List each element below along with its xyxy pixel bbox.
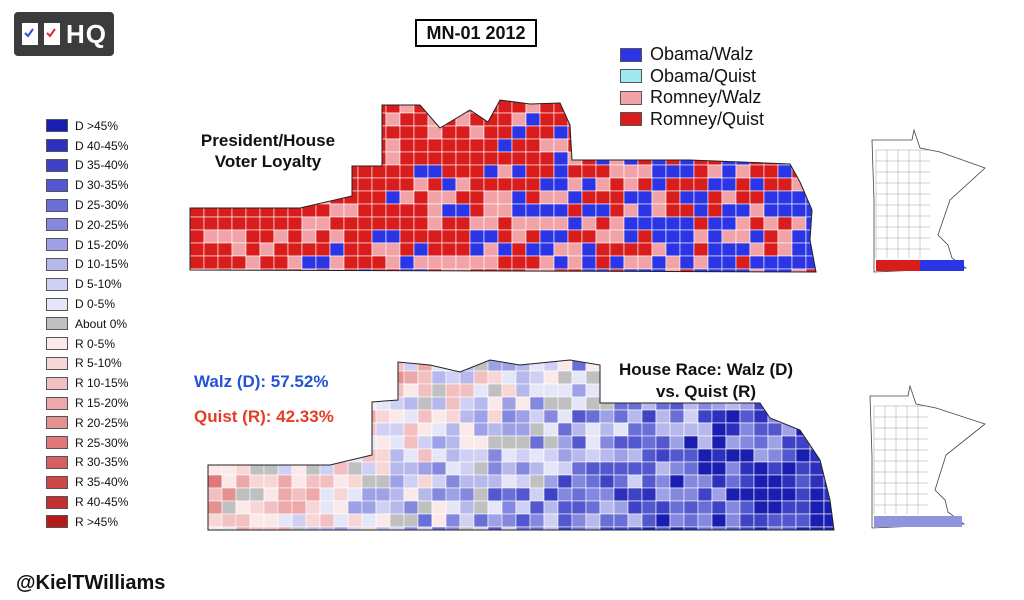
legend-item-obama-walz: Obama/Walz <box>620 44 764 66</box>
scale-item: D 30-35% <box>46 175 128 195</box>
top-district-map <box>190 100 816 272</box>
scale-label: R 25-30% <box>75 435 129 450</box>
scale-item: D 15-20% <box>46 235 128 255</box>
legend-label: Obama/Walz <box>650 44 754 65</box>
scale-label: D 25-30% <box>75 198 129 213</box>
margin-scale-legend: D >45% D 40-45% D 35-40% D 30-35% D 25-3… <box>46 116 128 532</box>
scale-label: D 40-45% <box>75 138 129 153</box>
scale-swatch <box>46 158 68 172</box>
legend-label: Obama/Quist <box>650 65 757 86</box>
scale-swatch <box>46 297 68 311</box>
ddhq-logo: HQ <box>14 12 114 56</box>
scale-label: R 30-35% <box>75 455 129 470</box>
scale-label: R 0-5% <box>75 336 116 351</box>
scale-label: R 40-45% <box>75 495 129 510</box>
scale-item: R 25-30% <box>46 433 128 453</box>
scale-item: R 35-40% <box>46 472 128 492</box>
logo-text: HQ <box>66 18 107 49</box>
scale-item: R >45% <box>46 512 128 532</box>
legend-swatch <box>620 47 642 62</box>
scale-label: R 35-40% <box>75 475 129 490</box>
scale-swatch <box>46 475 68 489</box>
scale-item: R 30-35% <box>46 453 128 473</box>
legend-item-obama-quist: Obama/Quist <box>620 66 764 88</box>
minnesota-locator-bottom <box>869 384 986 529</box>
scale-swatch <box>46 455 68 469</box>
scale-label: R 5-10% <box>75 356 122 371</box>
logo-check-box-red <box>44 23 60 45</box>
logo-check-box-blue <box>22 23 38 45</box>
scale-swatch <box>46 416 68 430</box>
scale-item: R 10-15% <box>46 373 128 393</box>
map1-title-line2: Voter Loyalty <box>214 152 322 171</box>
map1-title: President/House Voter Loyalty <box>188 130 348 172</box>
quist-result: Quist (R): 42.33% <box>194 407 334 426</box>
scale-label: R 20-25% <box>75 415 129 430</box>
scale-label: R 15-20% <box>75 396 129 411</box>
minnesota-locator-top <box>871 128 986 273</box>
scale-item: D 0-5% <box>46 294 128 314</box>
map2-title-line2: vs. Quist (R) <box>655 382 757 401</box>
scale-item: D 20-25% <box>46 215 128 235</box>
chart-title: MN-01 2012 <box>415 19 537 47</box>
scale-label: D 20-25% <box>75 217 129 232</box>
scale-swatch <box>46 257 68 271</box>
legend-label: Romney/Walz <box>650 87 762 108</box>
scale-item: R 5-10% <box>46 354 128 374</box>
legend-swatch <box>620 112 642 127</box>
legend-swatch <box>620 90 642 105</box>
scale-item: R 40-45% <box>46 492 128 512</box>
scale-swatch <box>46 376 68 390</box>
scale-swatch <box>46 198 68 212</box>
scale-item: D 5-10% <box>46 274 128 294</box>
scale-label: D 35-40% <box>75 158 129 173</box>
scale-label: D 30-35% <box>75 178 129 193</box>
scale-item: D 40-45% <box>46 136 128 156</box>
scale-label: R 10-15% <box>75 376 129 391</box>
scale-swatch <box>46 218 68 232</box>
legend-label: Romney/Quist <box>650 108 765 129</box>
scale-item: About 0% <box>46 314 128 334</box>
scale-item: R 20-25% <box>46 413 128 433</box>
author-credit: @KielTWilliams <box>16 572 166 594</box>
scale-swatch <box>46 178 68 192</box>
scale-label: R >45% <box>75 514 119 529</box>
scale-item: D 35-40% <box>46 156 128 176</box>
scale-swatch <box>46 119 68 133</box>
scale-label: D 10-15% <box>75 257 129 272</box>
scale-item: D 25-30% <box>46 195 128 215</box>
scale-swatch <box>46 436 68 450</box>
loyalty-legend: Obama/Walz Obama/Quist Romney/Walz Romne… <box>620 44 764 130</box>
scale-label: D 5-10% <box>75 277 122 292</box>
map1-title-line1: President/House <box>200 131 336 150</box>
top-district-outline <box>189 99 817 273</box>
legend-item-romney-walz: Romney/Walz <box>620 87 764 109</box>
scale-swatch <box>46 139 68 153</box>
scale-swatch <box>46 317 68 331</box>
scale-swatch <box>46 495 68 509</box>
map2-title: House Race: Walz (D) vs. Quist (R) <box>606 359 806 403</box>
scale-item: R 15-20% <box>46 393 128 413</box>
scale-label: D >45% <box>75 118 119 133</box>
scale-label: About 0% <box>75 316 128 331</box>
legend-item-romney-quist: Romney/Quist <box>620 109 764 131</box>
scale-swatch <box>46 337 68 351</box>
scale-item: D 10-15% <box>46 255 128 275</box>
walz-result: Walz (D): 57.52% <box>194 372 329 391</box>
legend-swatch <box>620 69 642 84</box>
scale-swatch <box>46 277 68 291</box>
bottom-district-outline <box>207 359 835 531</box>
scale-swatch <box>46 396 68 410</box>
scale-swatch <box>46 356 68 370</box>
map2-title-line1: House Race: Walz (D) <box>618 360 794 379</box>
scale-label: D 0-5% <box>75 297 116 312</box>
scale-item: D >45% <box>46 116 128 136</box>
scale-label: D 15-20% <box>75 237 129 252</box>
scale-swatch <box>46 515 68 529</box>
scale-swatch <box>46 238 68 252</box>
scale-item: R 0-5% <box>46 334 128 354</box>
